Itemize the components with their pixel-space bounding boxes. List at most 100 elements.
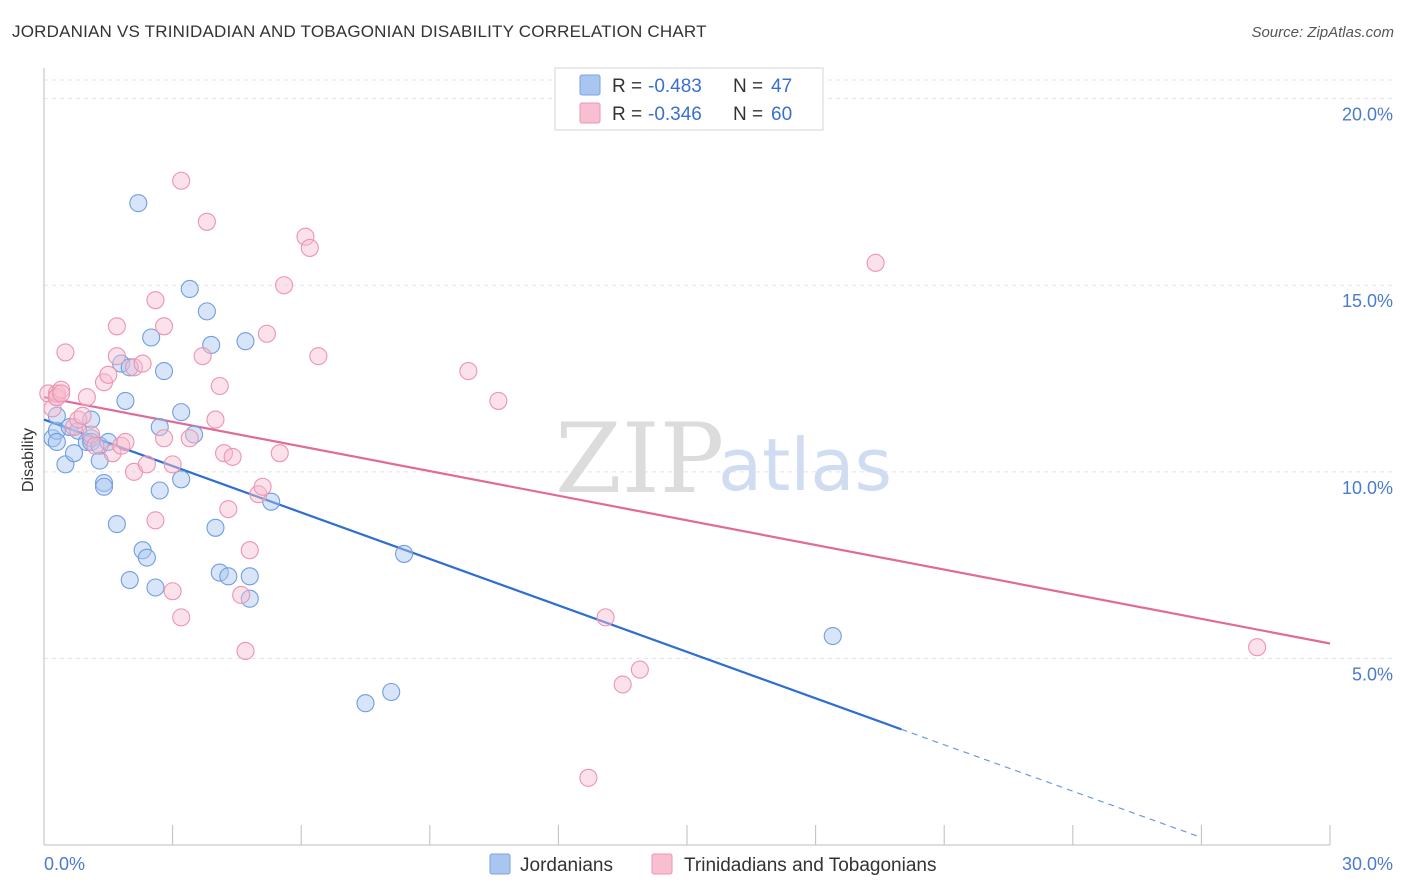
point-series-1-38	[214, 444, 234, 463]
point-series-0-39	[236, 332, 255, 351]
point-series-1-52	[459, 362, 478, 381]
point-series-0-32	[180, 279, 199, 299]
legend-swatch-trinidadians	[579, 102, 601, 124]
point-series-1-25	[146, 291, 165, 310]
watermark-atlas: atlas	[718, 423, 892, 507]
point-series-0-38	[219, 567, 238, 586]
point-series-1-36	[206, 410, 225, 429]
point-series-1-13	[86, 436, 105, 455]
legend-series-swatch-jordanians	[489, 853, 511, 875]
point-series-0-22	[129, 194, 148, 213]
point-series-1-11	[77, 388, 96, 407]
point-series-1-31	[172, 608, 191, 627]
point-series-0-34	[197, 302, 216, 321]
point-series-1-59	[1248, 638, 1267, 657]
point-series-1-18	[107, 317, 126, 336]
point-series-1-53	[489, 391, 508, 410]
point-series-1-29	[163, 455, 182, 474]
point-series-1-55	[596, 608, 615, 627]
y-tick-label-1: 10.0%	[1342, 478, 1393, 498]
point-series-1-33	[180, 429, 199, 448]
x-tick-label-0: 0.0%	[44, 854, 85, 874]
point-series-1-24	[137, 455, 156, 474]
point-series-1-23	[133, 354, 152, 373]
y-tick-labels: 5.0% 10.0% 15.0% 20.0%	[1342, 105, 1393, 685]
point-series-0-24	[137, 548, 156, 567]
source-credit: Source: ZipAtlas.com	[1251, 24, 1394, 41]
point-series-1-30	[163, 582, 182, 601]
legend-series: Jordanians Trinidadians and Tobagonians	[489, 853, 936, 876]
point-series-1-10	[73, 406, 92, 425]
point-series-0-21	[120, 570, 139, 590]
point-series-0-26	[146, 578, 165, 597]
point-series-1-26	[146, 511, 165, 530]
point-series-1-43	[240, 541, 259, 560]
point-series-1-56	[613, 675, 632, 694]
point-series-0-46	[823, 626, 842, 646]
trend-line-extension-0	[901, 728, 1202, 839]
legend-r-value-trinidadians: -0.346	[648, 104, 702, 125]
legend-n-value-trinidadians: 60	[771, 104, 792, 125]
point-series-0-25	[142, 328, 161, 347]
point-series-1-17	[107, 347, 126, 366]
point-series-0-6	[64, 444, 84, 463]
legend-r-value-jordanians: -0.483	[648, 76, 702, 97]
point-series-0-41	[240, 567, 259, 586]
point-series-1-49	[296, 227, 315, 246]
watermark: ZIP atlas	[555, 403, 892, 515]
legend-stats: R = -0.483 N = 47 R = -0.346 N = 60	[554, 67, 824, 131]
watermark-zip: ZIP	[555, 403, 724, 515]
point-series-0-29	[154, 362, 174, 381]
x-tick-labels: 0.0% 30.0%	[44, 854, 1393, 874]
point-series-1-34	[193, 347, 212, 366]
point-series-1-7	[56, 343, 75, 362]
legend-series-swatch-trinidadians	[651, 853, 673, 875]
point-series-0-45	[395, 544, 414, 563]
point-series-0-37	[210, 563, 229, 582]
point-series-0-11	[82, 410, 101, 429]
point-series-0-3	[47, 432, 66, 452]
y-axis-label: Disability	[20, 428, 37, 492]
trend-line-0	[43, 418, 902, 731]
point-series-0-15	[94, 477, 114, 496]
point-series-1-37	[210, 376, 229, 396]
legend-r-label-jordanians: R =	[612, 76, 642, 97]
legend-swatch-jordanians	[579, 74, 601, 96]
point-series-0-43	[356, 694, 375, 713]
legend-n-label-jordanians: N =	[733, 76, 763, 97]
axes	[43, 68, 1331, 846]
point-series-1-1	[43, 399, 62, 418]
data-points	[39, 171, 1267, 787]
trend-line-1	[43, 396, 1331, 645]
legend-n-value-jordanians: 47	[771, 76, 792, 97]
y-tick-label-3: 20.0%	[1342, 105, 1393, 125]
point-series-1-27	[154, 317, 174, 336]
y-tick-label-0: 5.0%	[1352, 664, 1393, 684]
point-series-1-46	[257, 324, 276, 343]
point-series-1-51	[309, 347, 328, 366]
point-series-1-54	[579, 768, 598, 787]
trend-lines	[43, 396, 1331, 839]
point-series-0-31	[172, 470, 191, 489]
point-series-1-35	[197, 212, 216, 231]
point-series-1-20	[116, 432, 135, 452]
point-series-0-30	[172, 403, 191, 422]
point-series-1-28	[154, 429, 174, 448]
point-series-1-40	[223, 447, 242, 466]
point-series-1-41	[232, 585, 251, 605]
legend-series-label-jordanians: Jordanians	[520, 855, 613, 876]
point-series-1-15	[99, 365, 118, 384]
point-series-1-48	[275, 276, 294, 295]
point-series-1-39	[219, 500, 238, 519]
point-series-0-36	[206, 518, 225, 537]
point-series-1-47	[270, 444, 289, 463]
point-series-0-17	[107, 515, 126, 534]
point-series-1-21	[124, 358, 144, 377]
point-series-0-27	[150, 417, 169, 437]
point-series-0-28	[150, 481, 169, 500]
point-series-1-6	[52, 384, 71, 403]
x-tick-label-1: 30.0%	[1342, 854, 1393, 874]
y-tick-label-2: 15.0%	[1342, 291, 1393, 311]
point-series-1-42	[236, 641, 255, 661]
